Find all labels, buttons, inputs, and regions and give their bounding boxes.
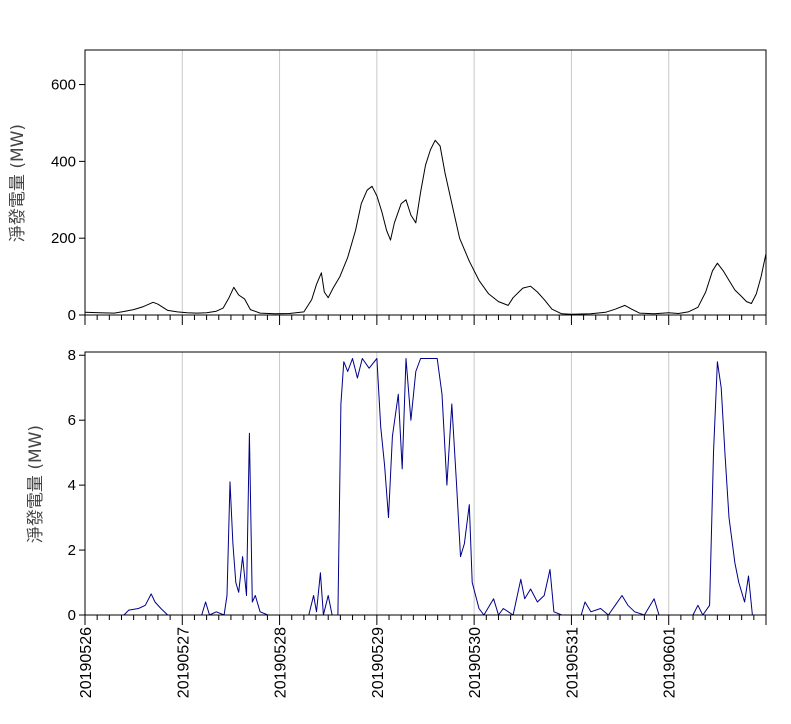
bottom-panel: 淨發電量 (MW) 0 2 4 6 8 20190526 20190527 20190528 2… [26,347,767,698]
top-y-axis-label: 淨發電量 (MW) [8,124,28,242]
x-tick-label-date: 20190531 [564,627,581,698]
bottom-y-axis-label: 淨發電量 (MW) [26,425,46,543]
x-tick-label-date: 20190529 [370,627,387,698]
bottom-series-line [85,358,766,616]
bottom-y-tick-label: 0 [68,607,76,624]
bottom-y-tick-label: 2 [68,542,76,559]
top-panel: 淨發電量 (MW) 0 200 400 600 [8,49,767,325]
top-y-tick-label: 600 [51,77,76,94]
top-y-tick-label: 0 [68,307,76,324]
x-tick-label-date: 20190526 [78,627,95,698]
top-y-tick-label: 200 [51,230,76,247]
x-tick-label-date: 20190528 [273,627,290,698]
bottom-plot-frame [84,351,767,616]
top-series-line [84,139,767,315]
bottom-y-tick-label: 6 [68,412,76,429]
bottom-y-tick-label: 8 [68,347,76,364]
x-tick-label-date: 20190530 [467,627,484,698]
bottom-y-tick-label: 4 [68,477,76,494]
top-plot-frame [84,49,767,316]
x-tick-label-date: 20190601 [662,627,679,698]
top-y-tick-label: 400 [51,153,76,170]
x-tick-label-date: 20190527 [175,627,192,698]
